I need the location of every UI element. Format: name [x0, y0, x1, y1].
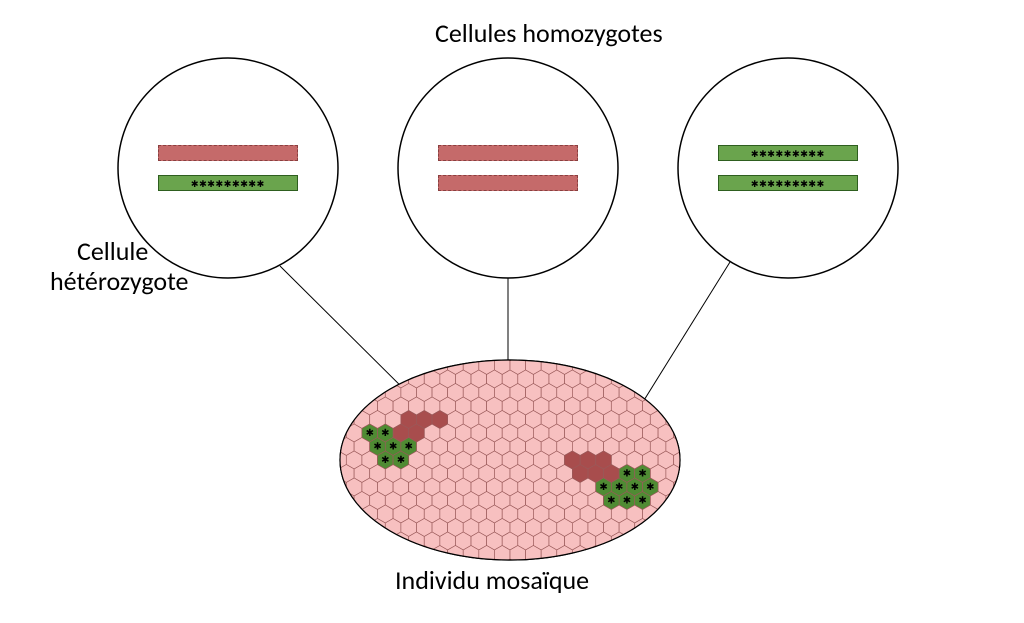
cell-circle-right [678, 58, 898, 278]
mosaic-outline [340, 360, 680, 560]
svg-text:✱: ✱ [623, 495, 631, 507]
chromosome-right-top: ✱✱✱✱✱✱✱✱✱ [718, 145, 858, 161]
svg-text:✱: ✱ [623, 468, 631, 480]
leader-left [280, 266, 428, 413]
chromosome-left-top [158, 145, 298, 161]
chromosome-right-bottom: ✱✱✱✱✱✱✱✱✱ [718, 175, 858, 191]
svg-text:✱: ✱ [646, 481, 654, 493]
label-heterozygous-line2: hétérozygote [50, 266, 188, 297]
svg-text:✱: ✱ [366, 427, 374, 439]
leader-lines [280, 262, 730, 450]
svg-text:✱: ✱ [631, 481, 639, 493]
cell-circles [118, 58, 898, 278]
svg-text:✱: ✱ [381, 454, 389, 466]
svg-text:✱: ✱ [615, 481, 623, 493]
svg-text:✱: ✱ [599, 481, 607, 493]
svg-text:✱: ✱ [607, 495, 615, 507]
svg-text:✱: ✱ [405, 441, 413, 453]
cell-circle-left [118, 58, 338, 278]
diagram-svg: ✱✱✱✱✱✱✱✱✱✱✱✱✱✱✱✱ [0, 0, 1024, 623]
svg-text:✱: ✱ [389, 441, 397, 453]
label-mosaic: Individu mosaïque [395, 565, 589, 596]
cell-circle-middle [398, 58, 618, 278]
chromosome-middle-bottom [438, 175, 578, 191]
diagram-stage: Cellules homozygotes Cellule hétérozygot… [0, 0, 1024, 623]
chromosome-middle-top [438, 145, 578, 161]
svg-text:✱: ✱ [381, 427, 389, 439]
chromosome-left-bottom: ✱✱✱✱✱✱✱✱✱ [158, 175, 298, 191]
leader-right [613, 262, 730, 450]
svg-text:✱: ✱ [397, 454, 405, 466]
label-homozygous: Cellules homozygotes [435, 18, 663, 49]
svg-text:✱: ✱ [638, 468, 646, 480]
label-heterozygous-line1: Cellule [77, 236, 148, 267]
svg-text:✱: ✱ [638, 495, 646, 507]
svg-text:✱: ✱ [373, 441, 381, 453]
mosaic-body [340, 360, 680, 560]
